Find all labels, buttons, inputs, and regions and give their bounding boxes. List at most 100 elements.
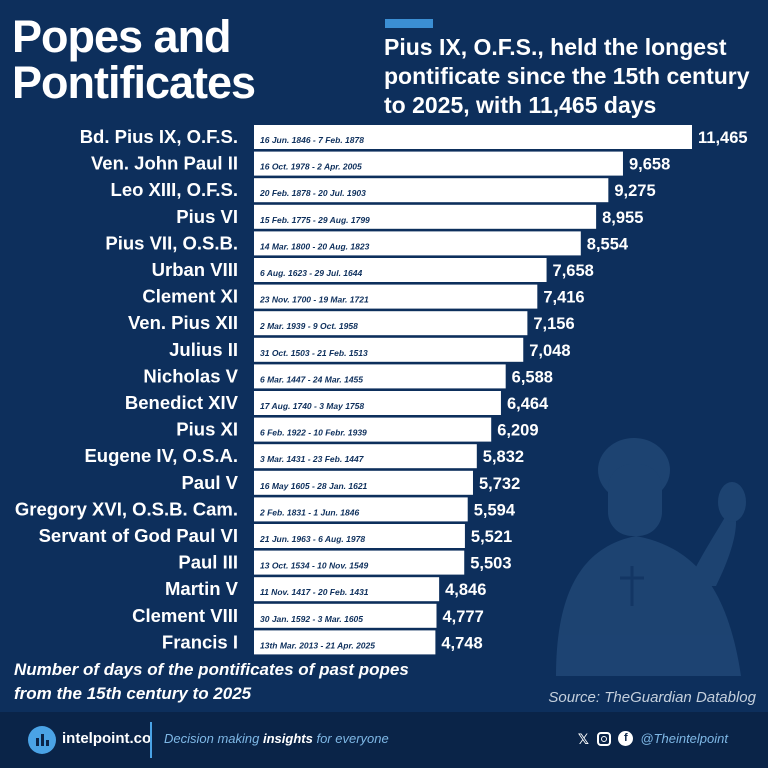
pontificate-bar <box>254 204 597 229</box>
tagline-pre: Decision making <box>164 731 263 746</box>
brand-name[interactable]: intelpoint.co <box>62 730 152 747</box>
pontificate-date-range: 6 Mar. 1447 - 24 Mar. 1455 <box>260 374 363 384</box>
accent-bar <box>385 19 433 28</box>
pontificate-bar <box>254 258 547 282</box>
pontificate-date-range: 13th Mar. 2013 - 21 Apr. 2025 <box>260 640 375 650</box>
day-count-label: 7,658 <box>553 262 594 280</box>
day-count-label: 5,832 <box>483 448 524 466</box>
pontificate-bar <box>254 444 477 469</box>
facebook-icon[interactable]: f <box>618 731 634 746</box>
pontificate-date-range: 3 Mar. 1431 - 23 Feb. 1447 <box>260 454 365 464</box>
pontificate-date-range: 13 Oct. 1534 - 10 Nov. 1549 <box>260 561 368 571</box>
title-line-1: Popes and <box>12 11 232 62</box>
pope-name-label: Clement VIII <box>132 605 238 626</box>
day-count-label: 11,465 <box>698 129 748 147</box>
day-count-label: 8,955 <box>602 209 643 227</box>
tagline-bold: insights <box>263 731 313 746</box>
social-links: 𝕏 f @Theintelpoint <box>576 731 728 746</box>
day-count-label: 7,416 <box>543 289 584 307</box>
pontificate-date-range: 16 Jun. 1846 - 7 Feb. 1878 <box>260 135 364 145</box>
pontificate-bar <box>254 364 506 389</box>
pontificate-date-range: 31 Oct. 1503 - 21 Feb. 1513 <box>260 348 368 358</box>
pope-name-label: Servant of God Paul VI <box>39 525 238 546</box>
pontificate-bar <box>254 311 528 336</box>
day-count-label: 6,209 <box>497 422 538 440</box>
pontificate-date-range: 14 Mar. 1800 - 20 Aug. 1823 <box>260 241 370 251</box>
tagline: Decision making insights for everyone <box>164 731 389 746</box>
footer-divider <box>150 722 152 758</box>
day-count-label: 7,156 <box>533 315 574 333</box>
footer: intelpoint.co Decision making insights f… <box>0 712 768 768</box>
day-count-label: 4,748 <box>441 634 482 652</box>
day-count-label: 4,846 <box>445 581 486 599</box>
pope-name-label: Martin V <box>165 578 239 599</box>
chart-caption: Number of days of the pontificates of pa… <box>14 660 409 703</box>
day-count-label: 7,048 <box>529 342 570 360</box>
pontificate-bar <box>254 524 465 548</box>
pontificate-bar <box>254 178 609 203</box>
pope-name-label: Pius VI <box>176 206 238 227</box>
pope-name-label: Pius XI <box>176 419 238 440</box>
source-note: Source: TheGuardian Datablog <box>548 689 756 706</box>
pontificate-bar <box>254 630 436 655</box>
pope-name-label: Urban VIII <box>152 259 238 280</box>
pontificate-date-range: 2 Feb. 1831 - 1 Jun. 1846 <box>259 507 359 517</box>
pontificate-date-range: 30 Jan. 1592 - 3 Mar. 1605 <box>260 614 363 624</box>
pontificate-bar <box>254 337 524 362</box>
pope-silhouette <box>556 438 746 676</box>
pope-name-label: Francis I <box>162 631 238 652</box>
pontificate-bar <box>254 577 440 602</box>
pontificate-bar <box>254 550 465 575</box>
pope-name-label: Paul III <box>178 552 238 573</box>
pope-name-label: Paul V <box>181 472 238 493</box>
pontificate-date-range: 2 Mar. 1939 - 9 Oct. 1958 <box>259 321 358 331</box>
day-count-label: 4,777 <box>442 608 483 626</box>
pontificate-bar <box>254 497 468 522</box>
pope-name-label: Julius II <box>169 339 238 360</box>
pope-name-label: Ven. John Paul II <box>91 153 238 174</box>
day-count-label: 5,594 <box>474 501 516 519</box>
day-count-label: 6,588 <box>512 368 553 386</box>
social-handle[interactable]: @Theintelpoint <box>640 731 728 746</box>
pope-name-label: Ven. Pius XII <box>128 312 238 333</box>
pontificate-bar <box>254 470 473 495</box>
pontificate-date-range: 17 Aug. 1740 - 3 May 1758 <box>260 401 364 411</box>
day-count-label: 9,658 <box>629 156 670 174</box>
page-title: Popes and Pontificates <box>12 11 256 108</box>
pope-name-label: Bd. Pius IX, O.F.S. <box>80 126 238 147</box>
day-count-label: 5,503 <box>470 555 511 573</box>
pontificate-bar <box>254 125 692 149</box>
pontificate-bar <box>254 417 492 442</box>
pontificate-date-range: 11 Nov. 1417 - 20 Feb. 1431 <box>260 587 369 597</box>
day-count-label: 6,464 <box>507 395 549 413</box>
instagram-icon[interactable] <box>597 731 612 746</box>
pontificate-bar <box>254 603 437 628</box>
pope-name-label: Pius VII, O.S.B. <box>105 232 238 253</box>
title-line-2: Pontificates <box>12 57 256 108</box>
pontificate-date-range: 20 Feb. 1878 - 20 Jul. 1903 <box>259 188 366 198</box>
x-icon[interactable]: 𝕏 <box>577 730 589 747</box>
bar-chart: Bd. Pius IX, O.F.S. 16 Jun. 1846 - 7 Feb.… <box>15 125 748 655</box>
pontificate-date-range: 15 Feb. 1775 - 29 Aug. 1799 <box>260 215 370 225</box>
pope-name-label: Eugene IV, O.S.A. <box>84 445 238 466</box>
pontificate-bar <box>254 284 538 309</box>
pontificate-bar <box>254 151 623 176</box>
day-count-label: 8,554 <box>587 235 629 253</box>
subtitle: Pius IX, O.F.S., held the longest pontif… <box>384 34 750 118</box>
pontificate-date-range: 21 Jun. 1963 - 6 Aug. 1978 <box>259 534 365 544</box>
day-count-label: 5,521 <box>471 528 512 546</box>
pontificate-date-range: 6 Aug. 1623 - 29 Jul. 1644 <box>260 268 362 278</box>
day-count-label: 9,275 <box>614 182 655 200</box>
pontificate-bar <box>254 391 501 415</box>
pope-name-label: Benedict XIV <box>125 392 239 413</box>
pope-name-label: Leo XIII, O.F.S. <box>111 179 238 200</box>
pontificate-date-range: 23 Nov. 1700 - 19 Mar. 1721 <box>259 295 369 305</box>
pontificate-date-range: 16 Oct. 1978 - 2 Apr. 2005 <box>260 162 362 172</box>
pontificate-bar <box>254 231 581 256</box>
pope-name-label: Gregory XVI, O.S.B. Cam. <box>15 498 238 519</box>
pope-name-label: Nicholas V <box>143 365 238 386</box>
pontificate-date-range: 16 May 1605 - 28 Jan. 1621 <box>260 481 368 491</box>
pontificate-date-range: 6 Feb. 1922 - 10 Febr. 1939 <box>260 428 367 438</box>
intelpoint-logo-icon <box>28 726 56 754</box>
tagline-post: for everyone <box>312 731 389 746</box>
